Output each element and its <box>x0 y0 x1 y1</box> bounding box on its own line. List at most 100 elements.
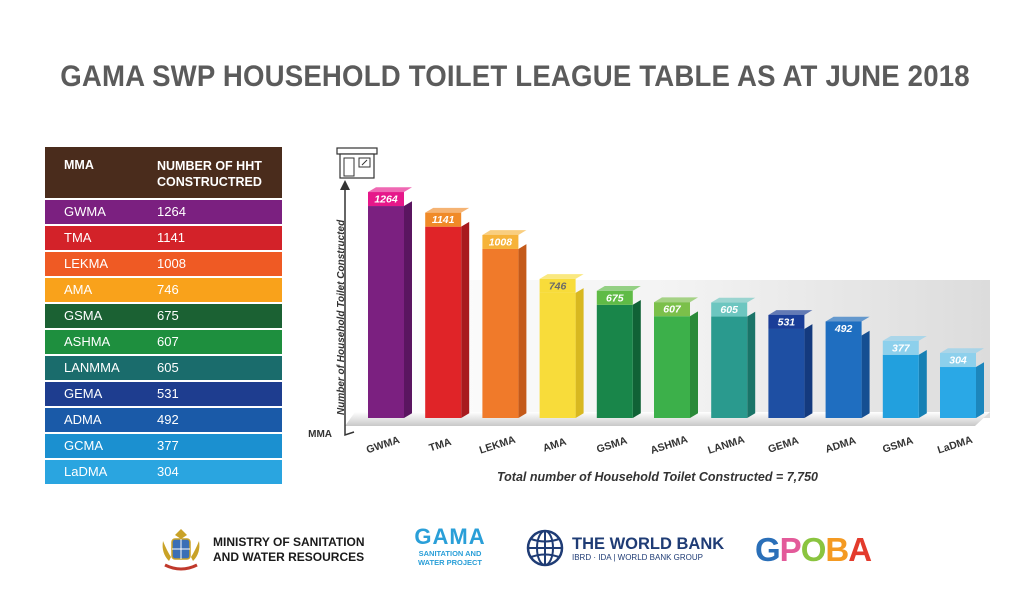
bar-value-label: 675 <box>606 292 624 304</box>
league-row: ADMA 492 <box>45 408 282 432</box>
world-bank-main: THE WORLD BANK <box>572 535 725 553</box>
league-row: GWMA 1264 <box>45 200 282 224</box>
ministry-line2: AND WATER RESOURCES <box>213 550 365 564</box>
league-row-count: 675 <box>157 308 179 323</box>
bar-side <box>976 362 984 418</box>
gpoba-logo: GPOBA <box>755 531 872 569</box>
header-mma: MMA <box>64 158 94 172</box>
x-tick-label: LaDMA <box>936 434 975 457</box>
bar-side <box>690 311 698 418</box>
bar-tag-top <box>539 274 584 279</box>
league-row-mma: TMA <box>64 230 92 245</box>
header-count: NUMBER OF HHT CONSTRUCTRED <box>157 158 277 190</box>
page-title: GAMA SWP HOUSEHOLD TOILET LEAGUE TABLE A… <box>60 60 970 93</box>
bar-value-tag <box>711 302 748 317</box>
bar-side <box>404 201 412 418</box>
bar-value-label: 304 <box>949 355 967 367</box>
league-table-header: MMA NUMBER OF HHT CONSTRUCTRED <box>45 147 282 198</box>
bar-value-tag <box>882 340 919 355</box>
x-tick-label: LEKMA <box>478 434 518 457</box>
bar-value-label: 1008 <box>489 236 513 248</box>
bar <box>425 226 462 418</box>
bar-tag-top <box>882 335 927 341</box>
league-row: GCMA 377 <box>45 434 282 458</box>
league-row-count: 1141 <box>157 230 185 245</box>
league-row-count: 1264 <box>157 204 186 219</box>
bar-chart: 1264 1141 1008 746 675 607 605 531 492 377 304 Num… <box>300 140 1030 500</box>
bar <box>825 335 862 418</box>
league-row: TMA 1141 <box>45 226 282 250</box>
x-tick-label: GSMA <box>881 434 915 455</box>
bar <box>368 206 404 418</box>
ministry-text: MINISTRY OF SANITATION AND WATER RESOURC… <box>213 535 365 565</box>
gama-logo: GAMA SANITATION AND WATER PROJECT <box>410 525 490 585</box>
bar-value-tag <box>596 290 633 305</box>
world-bank-globe-icon <box>526 529 564 567</box>
bar-value-tag <box>368 192 404 207</box>
league-row-mma: LaDMA <box>64 464 108 479</box>
gama-word: GAMA <box>414 524 486 549</box>
league-row-count: 377 <box>157 438 179 453</box>
total-note: Total number of Household Toilet Constru… <box>497 470 818 484</box>
bar-tag-top <box>768 310 813 315</box>
x-tick-label: ADMA <box>824 434 858 455</box>
league-row: GSMA 675 <box>45 304 282 328</box>
x-tick-label: AMA <box>541 436 568 455</box>
bar-tag-top <box>711 297 756 303</box>
bar-tag-top <box>940 348 984 354</box>
bar-side <box>747 311 756 418</box>
bar-side <box>918 349 927 418</box>
x-tick-label: LANMA <box>706 433 746 456</box>
gama-sub-line2: WATER PROJECT <box>417 558 483 567</box>
bar-value-tag <box>940 353 976 368</box>
header-count-line2: CONSTRUCTRED <box>157 175 262 189</box>
gama-sub-line1: SANITATION AND <box>418 549 482 558</box>
bar-value-tag <box>654 302 690 317</box>
league-row-mma: GWMA <box>64 204 106 219</box>
league-row-count: 605 <box>157 360 179 375</box>
league-row-count: 531 <box>157 386 179 401</box>
bar-tag-top <box>825 316 870 322</box>
bar-value-tag <box>825 321 862 336</box>
bar-value-label: 1141 <box>432 214 455 226</box>
chart-svg: 1264 1141 1008 746 675 607 605 531 492 377 304 Num… <box>308 147 990 457</box>
league-row-count: 492 <box>157 412 179 427</box>
league-row: LANMMA 605 <box>45 356 282 380</box>
bar-value-tag <box>425 212 462 227</box>
league-table-rows: GWMA 1264 TMA 1141 LEKMA 1008 AMA 746 GSMA 675 ASH… <box>45 200 282 484</box>
bar-value-tag <box>539 278 576 293</box>
bar <box>768 328 805 418</box>
bar-side <box>861 330 870 418</box>
x-tick-label: ASHMA <box>649 433 690 456</box>
x-tick-label: TMA <box>428 436 454 455</box>
bar-value-label: 377 <box>892 342 911 354</box>
league-row-mma: LANMMA <box>64 360 120 375</box>
league-row: LEKMA 1008 <box>45 252 282 276</box>
league-row-count: 304 <box>157 464 179 479</box>
x-axis-arrow <box>344 430 355 437</box>
bar <box>539 292 576 418</box>
bar-side <box>575 288 584 418</box>
league-row-mma: GEMA <box>64 386 103 401</box>
gpoba-letter-g: G <box>755 531 781 568</box>
bar <box>654 316 690 418</box>
league-row-count: 1008 <box>157 256 186 271</box>
x-tick-label: GSMA <box>595 434 629 455</box>
bar-tag-top <box>368 187 412 193</box>
bar-side <box>804 324 813 418</box>
bar-tag-top <box>654 297 698 303</box>
bar <box>882 354 919 418</box>
league-row-count: 607 <box>157 334 179 349</box>
bar-value-tag <box>768 314 805 329</box>
ghana-coat-of-arms-icon <box>162 529 200 571</box>
league-row-count: 746 <box>157 282 179 297</box>
x-tick-label: GWMA <box>365 434 402 456</box>
gpoba-letter-o: O <box>800 531 827 568</box>
toilet-icon <box>336 147 378 179</box>
bar-value-label: 607 <box>663 304 682 316</box>
league-row-mma: GSMA <box>64 308 103 323</box>
gpoba-letter-b: B <box>825 531 849 568</box>
bar-tag-top <box>596 286 641 291</box>
bar-value-label: 492 <box>834 323 853 335</box>
bar <box>482 248 519 418</box>
